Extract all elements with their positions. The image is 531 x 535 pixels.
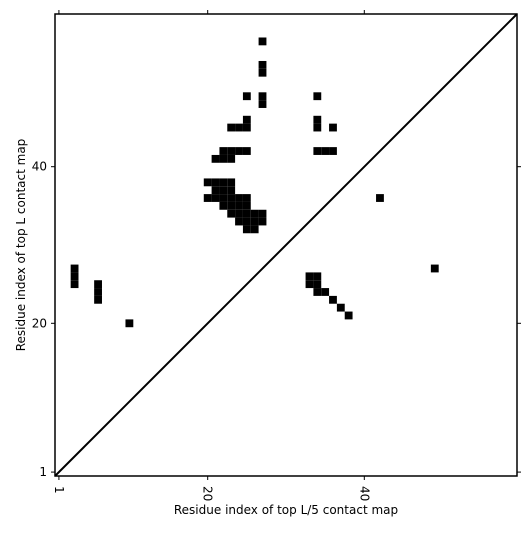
contact-cell	[203, 194, 212, 202]
contact-cell	[336, 303, 345, 312]
contact-cell	[376, 194, 384, 202]
contact-cell	[242, 209, 251, 218]
contact-cell	[235, 123, 243, 132]
contact-cell	[211, 178, 220, 187]
contact-cell	[219, 178, 228, 187]
contact-cell	[313, 115, 322, 124]
y-tick-label: 20	[32, 316, 47, 330]
contact-cell	[305, 280, 314, 289]
contact-cell	[313, 147, 322, 155]
contact-cell	[344, 311, 353, 320]
contact-cell	[235, 217, 243, 226]
contact-cell	[227, 186, 236, 195]
contact-cell	[321, 147, 330, 155]
contact-cell	[227, 209, 236, 218]
contact-cell	[219, 201, 228, 210]
contact-cell	[258, 37, 267, 46]
contact-cell	[321, 288, 330, 296]
contact-cell	[329, 147, 337, 155]
contact-cell	[313, 123, 322, 132]
contact-cell	[258, 92, 267, 101]
contact-cell	[219, 147, 228, 155]
contact-cell	[203, 178, 212, 187]
contact-cell	[250, 209, 259, 218]
contact-cell	[242, 92, 251, 101]
contact-cell	[313, 280, 322, 289]
contact-cell	[242, 123, 251, 132]
contact-cell	[242, 217, 251, 226]
x-tick-label: 40	[357, 486, 371, 501]
diagonal-line	[54, 13, 518, 477]
y-tick-label: 1	[39, 465, 47, 479]
contact-cell	[242, 147, 251, 155]
contact-cell	[242, 225, 251, 234]
contact-cell	[125, 319, 134, 328]
contact-cell	[250, 217, 259, 226]
contact-cell	[242, 201, 251, 210]
contact-cell	[313, 288, 322, 296]
x-tick-label: 1	[52, 486, 66, 494]
contact-cell	[305, 272, 314, 281]
contact-cell	[235, 201, 243, 210]
contact-cell	[235, 209, 243, 218]
contact-cell	[313, 272, 322, 281]
contact-cell	[94, 288, 102, 296]
contact-cell	[227, 123, 236, 132]
contact-cell	[250, 225, 259, 234]
contact-cell	[70, 264, 79, 273]
contact-cell	[235, 147, 243, 155]
y-axis-label: Residue index of top L contact map	[14, 139, 28, 352]
contact-cell	[227, 178, 236, 187]
contact-cell	[227, 147, 236, 155]
contact-cell	[242, 194, 251, 202]
contact-cell	[258, 60, 267, 69]
contact-cell	[219, 154, 228, 163]
plot-frame	[54, 13, 518, 477]
x-tick-label: 20	[201, 486, 215, 501]
y-tick-label: 40	[32, 160, 47, 174]
x-axis-label: Residue index of top L/5 contact map	[174, 503, 398, 517]
contact-cell	[235, 194, 243, 202]
contact-cell	[219, 186, 228, 195]
contact-cell	[227, 201, 236, 210]
contact-cell	[258, 209, 267, 218]
contact-cell	[227, 194, 236, 202]
contact-cell	[242, 115, 251, 124]
contact-cell	[258, 68, 267, 77]
contact-cell	[211, 194, 220, 202]
contact-cell	[430, 264, 439, 273]
contact-cell	[219, 194, 228, 202]
contact-cell	[211, 154, 220, 163]
contact-cell	[70, 280, 79, 289]
contact-cell	[329, 295, 337, 304]
contact-cell	[211, 186, 220, 195]
contact-cell	[70, 272, 79, 281]
contact-cell	[227, 154, 236, 163]
contact-cell	[258, 217, 267, 226]
contact-cell	[313, 92, 322, 101]
contact-cell	[329, 123, 337, 132]
contact-cell	[94, 295, 102, 304]
contact-cell	[258, 100, 267, 108]
contact-cell	[94, 280, 102, 289]
